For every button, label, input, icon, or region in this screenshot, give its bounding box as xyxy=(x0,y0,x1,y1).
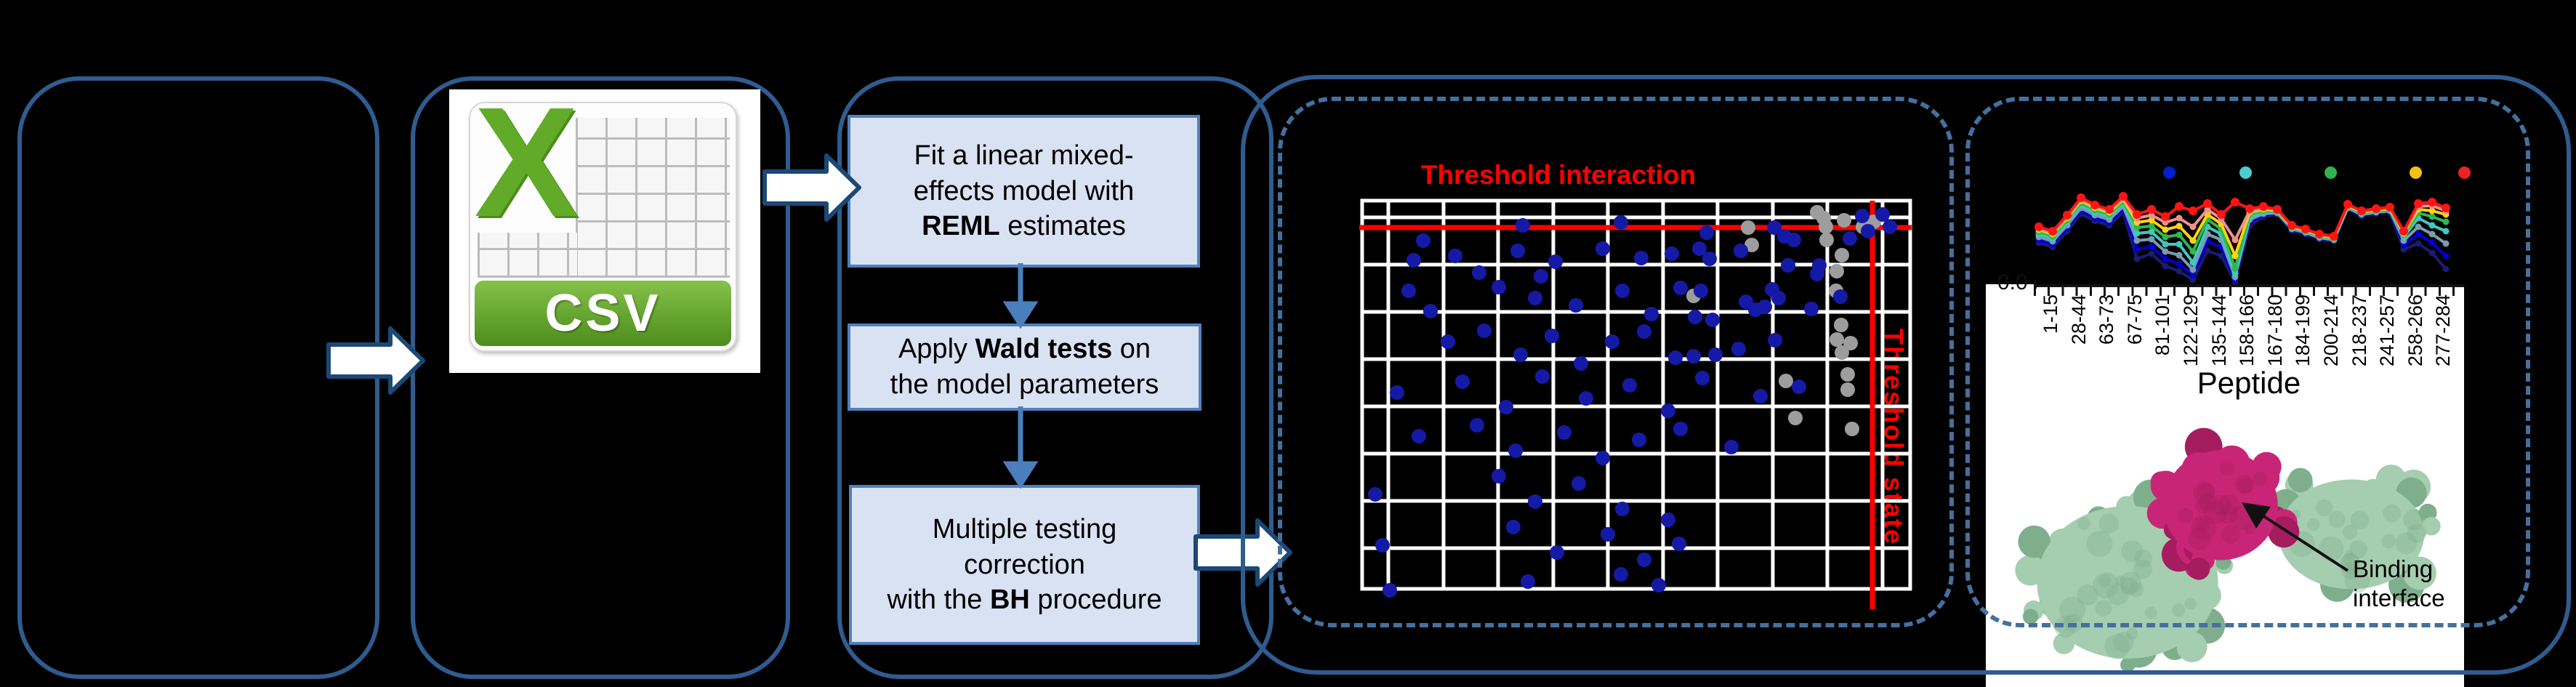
peptide-axis-and-structure-image: 1-15 28-44 63-73 67-75 81-101 122-129 135-144 1… xyxy=(1986,280,2464,687)
peptide-kinetics-line-chart xyxy=(2034,192,2450,286)
csv-banner-label: CSV xyxy=(544,284,661,342)
flow-step-wald-tests: Apply Wald tests on the model parameters xyxy=(848,324,1202,411)
y-axis-stub xyxy=(2034,280,2037,289)
binding-interface-label: Binding interface xyxy=(2353,555,2445,611)
binding-interface-arrow xyxy=(2242,502,2349,572)
csv-panel xyxy=(411,76,790,679)
y-axis-tick-0: 0.0 xyxy=(1997,270,2028,294)
legend-dot-timepoint-3 xyxy=(2325,166,2337,179)
csv-file-image: X CSV xyxy=(449,89,760,373)
scatter-title: Threshold interaction xyxy=(1420,160,1696,190)
arrow-csv-to-flowchart xyxy=(762,153,861,222)
arrow-panel1-to-csv xyxy=(326,326,425,395)
spreadsheet-grid-icon xyxy=(576,118,730,278)
legend-dot-timepoint-5 xyxy=(2458,166,2471,179)
flow-step-multiple-testing: Multiple testing correction with the BH pr… xyxy=(849,485,1200,645)
spreadsheet-grid-icon xyxy=(478,233,577,278)
x-axis-ticks xyxy=(2034,284,2464,296)
flowchart-panel xyxy=(837,76,1273,679)
arrow-flowchart-to-results xyxy=(1194,518,1292,587)
peptide-axis-title: Peptide xyxy=(2197,366,2301,400)
csv-file-icon: X CSV xyxy=(469,102,737,352)
legend-dot-timepoint-2 xyxy=(2239,166,2252,179)
flow-step-fit-lmm: Fit a linear mixed-effects model with REM… xyxy=(848,115,1200,268)
protein-structure-image xyxy=(2015,427,2441,672)
interaction-scatter-plot xyxy=(1359,198,1912,609)
excel-x-icon: X xyxy=(474,102,579,249)
legend-dot-timepoint-1 xyxy=(2163,166,2175,179)
csv-banner: CSV xyxy=(475,281,731,346)
legend-dot-timepoint-4 xyxy=(2410,166,2422,179)
